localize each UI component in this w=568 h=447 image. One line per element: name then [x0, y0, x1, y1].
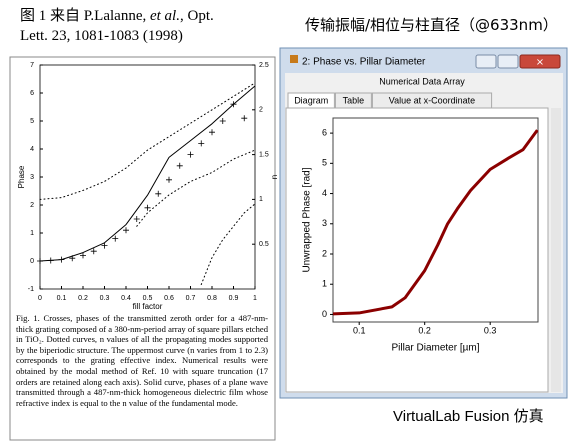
tab-label: Diagram: [294, 95, 328, 105]
cross-marker: [230, 101, 237, 108]
x-tick-label: 0.8: [207, 295, 217, 302]
close-button[interactable]: [519, 54, 561, 69]
x-tick-label: 0.7: [186, 295, 196, 302]
y2-tick-label: 2: [259, 107, 263, 114]
y-tick-label: 0: [322, 309, 327, 319]
y-tick-label: 5: [30, 118, 34, 125]
figure-caption: Fig. 1. Crosses, phases of the transmitt…: [16, 313, 268, 408]
y-tick-label: 6: [322, 127, 327, 137]
y-tick-label: 1: [322, 279, 327, 289]
cross-marker: [176, 162, 183, 169]
cross-marker: [123, 227, 129, 234]
x-tick-label: 0: [38, 295, 42, 302]
y-tick-label: 5: [322, 158, 327, 168]
close-icon: ×: [536, 57, 544, 68]
window-icon: [290, 55, 298, 63]
cross-marker: [144, 204, 151, 211]
x-tick-label: 0.1: [353, 325, 366, 335]
y2-tick-label: 1: [259, 196, 263, 203]
x-tick-label: 0.4: [121, 295, 131, 302]
cross-marker: [155, 190, 162, 197]
x-tick-label: 0.5: [143, 295, 153, 302]
dotted-curve: [39, 82, 256, 200]
text: et al.: [149, 8, 180, 24]
x-tick-label: 1: [253, 295, 257, 302]
y-tick-label: 2: [30, 202, 34, 209]
y-axis-label: Unwrapped Phase [rad]: [302, 167, 313, 272]
cross-marker: [90, 248, 97, 255]
cross-marker: [69, 255, 76, 262]
y2-tick-label: 2.5: [259, 62, 269, 69]
y-tick-label: 0: [30, 258, 34, 265]
cross-marker: [198, 140, 205, 147]
footer: VirtualLab Fusion 仿真: [393, 408, 544, 425]
maximize-button[interactable]: [497, 54, 519, 69]
tab-label: Table: [343, 95, 365, 105]
y2-tick-label: 1.5: [259, 151, 269, 158]
x-tick-label: 0.6: [164, 295, 174, 302]
right-title: 传输振幅/相位与柱直径（@633nm）: [305, 16, 558, 34]
cross-marker: [133, 216, 140, 222]
source-line: Lett. 23, 1081-1083 (1998): [20, 28, 183, 44]
text: 图 1 来自 P.Lalanne,: [20, 8, 150, 24]
scrollbar[interactable]: [551, 108, 561, 392]
dotted-curve: [200, 203, 256, 286]
plot-frame: [332, 117, 539, 323]
y-tick-label: 3: [30, 174, 34, 181]
y-tick-label: 3: [322, 218, 327, 228]
dotted-curve: [136, 149, 256, 227]
x-tick-label: 0.2: [78, 295, 88, 302]
x-tick-label: 0.2: [418, 325, 431, 335]
cross-marker: [47, 257, 54, 264]
window-title: 2: Phase vs. Pillar Diameter: [302, 57, 426, 68]
text: , Opt.: [179, 8, 214, 24]
scan-frame: [9, 56, 276, 441]
cross-marker: [80, 252, 86, 259]
x-tick-label: 0.9: [229, 295, 239, 302]
source-caption: 图 1 来自 P.Lalanne, et al., Opt. Lett. 23,…: [20, 6, 214, 46]
tabs: Diagram Table Value at x-Coordinate: [287, 92, 493, 109]
y-tick-label: 4: [322, 188, 327, 198]
y-tick-label: -1: [28, 286, 34, 293]
tab-label: Value at x-Coordinate: [389, 95, 475, 105]
y-tick-label: 4: [30, 146, 34, 153]
cross-marker: [187, 151, 194, 158]
cross-marker: [241, 115, 248, 122]
cross-marker: [37, 258, 43, 264]
y-tick-label: 2: [322, 248, 327, 258]
y-tick-label: 1: [30, 230, 34, 237]
cross-marker: [101, 242, 108, 249]
y2-axis-label: n: [270, 175, 279, 179]
x-axis-label: fill factor: [133, 302, 163, 311]
y-tick-label: 6: [30, 90, 34, 97]
y2-tick-label: 0.5: [259, 241, 269, 248]
curve: [39, 85, 256, 262]
cross-marker: [58, 256, 65, 263]
minimize-button[interactable]: [475, 54, 497, 69]
cross-marker: [219, 118, 226, 124]
cross-marker: [209, 129, 215, 136]
y-tick-label: 7: [30, 62, 34, 69]
x-tick-label: 0.3: [484, 325, 497, 335]
cross-marker: [112, 235, 119, 242]
curve: [332, 129, 539, 316]
cross-marker: [166, 176, 172, 183]
diagram-area: [285, 107, 549, 393]
panel-title: Numerical Data Array: [379, 76, 465, 86]
x-tick-label: 0.3: [100, 295, 110, 302]
y-axis-label: Phase: [17, 165, 26, 188]
x-axis-label: Pillar Diameter [µm]: [392, 343, 480, 354]
x-tick-label: 0.1: [57, 295, 67, 302]
source-line: 图 1 来自 P.Lalanne, et al., Opt.: [20, 6, 214, 26]
